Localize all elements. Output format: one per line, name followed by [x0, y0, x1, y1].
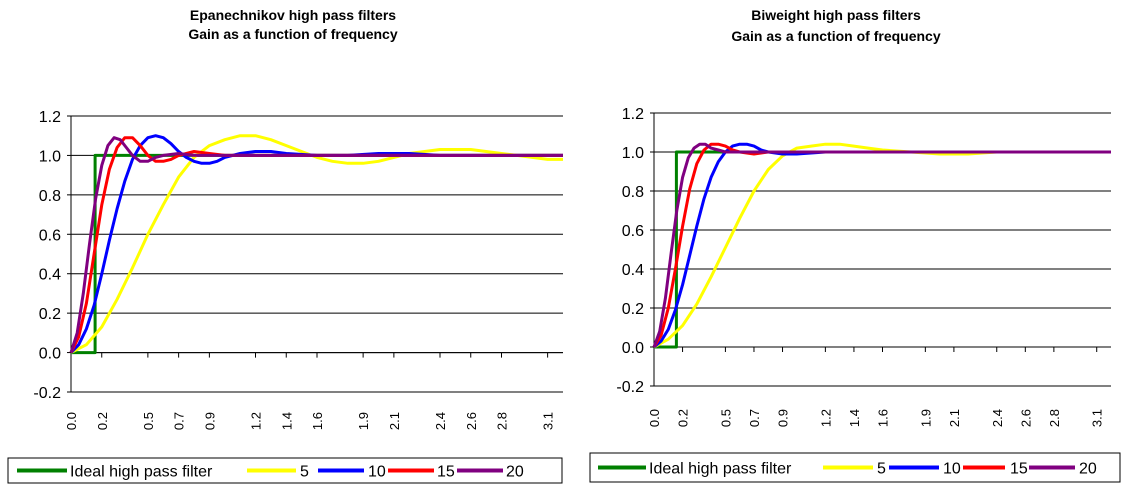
biweight-chart: Biweight high pass filters Gain as a func…: [583, 0, 1123, 484]
epan-x-tick-label: 1.9: [356, 412, 371, 430]
biw-x-tick-label: 2.6: [1018, 409, 1033, 427]
biw-y-tick-label: 1.0: [622, 145, 644, 162]
biw-y-tick-label: -0.2: [616, 379, 644, 396]
biw-y-tick-label: 0.0: [622, 340, 644, 357]
biw-series-line-15: [652, 142, 1111, 348]
epan-y-tick-label: 0.6: [39, 227, 61, 244]
epan-y-tick-label: 0.8: [39, 188, 61, 205]
biw-x-tick-label: 0.0: [647, 409, 662, 427]
biw-x-tick-label: 1.2: [818, 409, 833, 427]
epan-series-line-ideal: [71, 153, 563, 355]
epan-series-line-5: [70, 134, 563, 354]
epan-series-line-10: [69, 134, 563, 354]
biw-x-tick-label: 1.6: [876, 409, 891, 427]
biw-y-tick-label: 0.4: [622, 262, 644, 279]
epan-legend-label: Ideal high pass filter: [70, 464, 213, 481]
epan-legend-label: 20: [506, 464, 524, 481]
biw-series-line-ideal: [654, 150, 1111, 349]
epan-x-tick-label: 0.7: [172, 412, 187, 430]
epan-y-tick-label: 0.4: [39, 267, 61, 284]
epan-x-tick-label: 0.9: [202, 412, 217, 430]
biw-y-tick-label: 0.2: [622, 301, 644, 318]
biw-x-tick-label: 0.5: [718, 409, 733, 427]
biw-x-tick-label: 2.8: [1047, 409, 1062, 427]
biw-x-tick-label: 0.9: [776, 409, 791, 427]
biw-series-line-5: [653, 142, 1111, 349]
epan-legend-label: 15: [437, 464, 455, 481]
epan-chart-title: Epanechnikov high pass filters: [190, 7, 396, 23]
biw-legend-label: 10: [943, 461, 961, 478]
biweight-chart-svg: Biweight high pass filters Gain as a func…: [589, 7, 1121, 483]
epan-x-tick-label: 3.1: [541, 412, 556, 430]
biw-series-line-10: [653, 142, 1111, 349]
biw-x-tick-label: 0.7: [747, 409, 762, 427]
epan-series-line-20: [69, 136, 563, 354]
epan-series-line-15: [69, 136, 563, 354]
epan-y-tick-label: 1.0: [39, 148, 61, 165]
biw-series-line-20: [652, 142, 1111, 348]
biw-legend-label: 5: [877, 461, 886, 478]
epan-x-tick-label: 2.1: [387, 412, 402, 430]
epan-legend-label: 10: [368, 464, 386, 481]
biw-y-tick-label: 1.2: [622, 106, 644, 123]
epan-y-tick-label: -0.2: [33, 385, 61, 402]
epan-x-tick-label: 0.5: [141, 412, 156, 430]
biw-chart-title: Biweight high pass filters: [751, 7, 921, 23]
epan-y-tick-label: 1.2: [39, 109, 61, 126]
epanechnikov-chart: Epanechnikov high pass filters Gain as a …: [0, 0, 565, 484]
epan-x-tick-label: 1.6: [310, 412, 325, 430]
biw-y-tick-label: 0.6: [622, 223, 644, 240]
epan-x-tick-label: 2.6: [464, 412, 479, 430]
epan-x-tick-label: 2.4: [433, 412, 448, 430]
biw-chart-subtitle: Gain as a function of frequency: [731, 28, 940, 44]
epanechnikov-chart-svg: Epanechnikov high pass filters Gain as a …: [7, 7, 563, 484]
biw-x-tick-label: 2.4: [990, 409, 1005, 427]
epan-x-tick-label: 1.2: [249, 412, 264, 430]
epan-x-tick-label: 2.8: [495, 412, 510, 430]
epan-x-tick-label: 0.2: [95, 412, 110, 430]
biw-legend-label: Ideal high pass filter: [649, 461, 792, 478]
biw-x-tick-label: 0.2: [676, 409, 691, 427]
biw-x-tick-label: 1.9: [918, 409, 933, 427]
biw-y-tick-label: 0.8: [622, 184, 644, 201]
biw-x-tick-label: 2.1: [947, 409, 962, 427]
epan-y-tick-label: 0.2: [39, 306, 61, 323]
epan-legend-label: 5: [300, 464, 309, 481]
epan-chart-subtitle: Gain as a function of frequency: [188, 26, 397, 42]
biw-x-tick-label: 1.4: [847, 409, 862, 427]
biw-x-tick-label: 3.1: [1090, 409, 1105, 427]
epan-x-tick-label: 0.0: [64, 412, 79, 430]
epan-x-tick-label: 1.4: [279, 412, 294, 430]
biw-legend-label: 20: [1079, 461, 1097, 478]
epan-y-tick-label: 0.0: [39, 346, 61, 363]
biw-legend-label: 15: [1010, 461, 1028, 478]
